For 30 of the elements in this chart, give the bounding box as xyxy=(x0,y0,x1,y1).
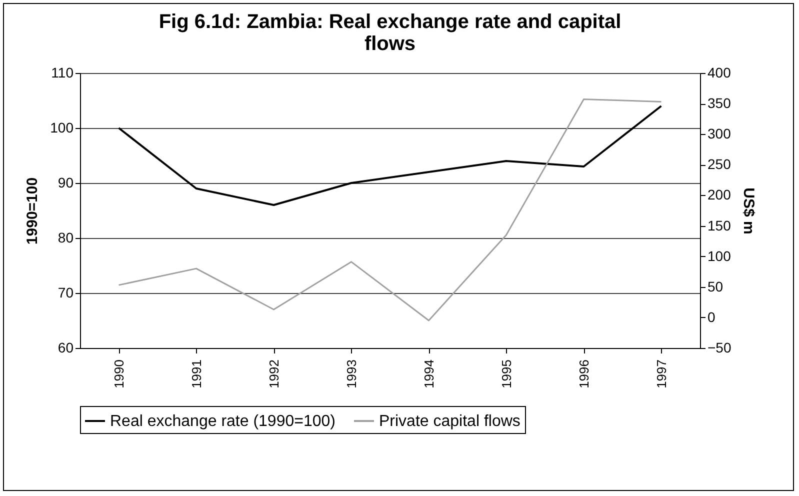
legend-label: Real exchange rate (1990=100) xyxy=(110,413,336,430)
y2-tick-label: 350 xyxy=(708,95,732,112)
y-tick-label: 70 xyxy=(58,284,74,300)
legend-label: Private capital flows xyxy=(379,413,520,430)
y2-tick-label: 200 xyxy=(708,186,732,203)
y-tick-label: 100 xyxy=(50,120,74,136)
y-tick-label: 110 xyxy=(51,64,74,80)
y-tick-label: 80 xyxy=(58,230,74,246)
x-tick-label: 1995 xyxy=(498,360,514,388)
y2-tick-label: 250 xyxy=(708,156,732,172)
y2-tick-label: 50 xyxy=(708,278,724,294)
x-tick-label: 1991 xyxy=(188,360,204,388)
x-tick-label: 1996 xyxy=(576,360,592,388)
y2-tick-label: 0 xyxy=(708,308,716,325)
y2-tick-label: 150 xyxy=(708,217,732,234)
line-series xyxy=(118,98,662,322)
y2-tick-label: 100 xyxy=(708,248,732,264)
y2-axis-title: US$ m xyxy=(740,188,758,234)
y-tick-label: 90 xyxy=(58,174,74,190)
y-axis-title: 1990=100 xyxy=(24,177,42,245)
x-tick-label: 1992 xyxy=(266,360,282,388)
y2-tick-label: −50 xyxy=(708,340,732,356)
x-tick-label: 1990 xyxy=(111,360,126,388)
x-tick-label: 1997 xyxy=(654,360,669,388)
y2-tick-label: 400 xyxy=(708,64,732,80)
x-tick-label: 1993 xyxy=(344,360,359,388)
y2-tick-label: 300 xyxy=(708,126,732,142)
y-tick-label: 60 xyxy=(58,340,74,356)
x-tick-label: 1994 xyxy=(421,360,436,388)
chart-title: Fig 6.1d: Zambia: Real exchange rate and capital flows xyxy=(158,11,622,55)
